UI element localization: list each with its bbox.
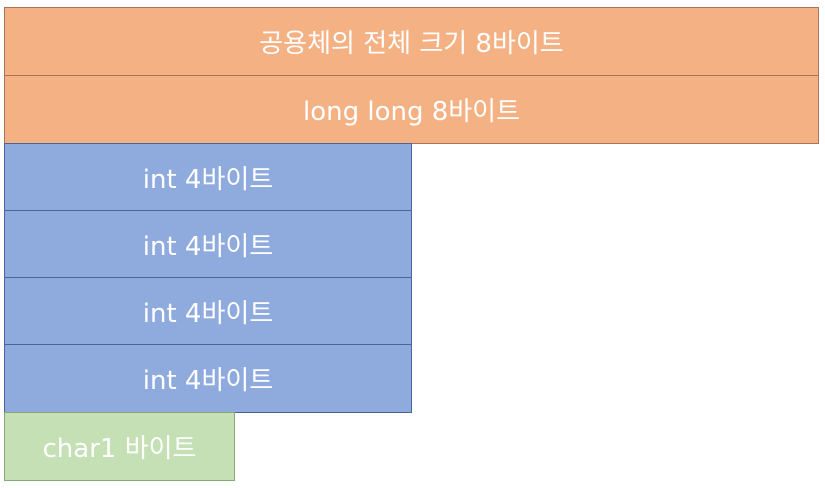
union-total-size-label: 공용체의 전체 크기 8바이트 xyxy=(259,29,564,59)
int-block: int 4바이트 xyxy=(4,210,412,278)
int-block: int 4바이트 xyxy=(4,143,412,211)
long-long-block: long long 8바이트 xyxy=(4,75,819,144)
int-label: int 4바이트 xyxy=(142,366,274,396)
int-block: int 4바이트 xyxy=(4,277,412,345)
int-block: int 4바이트 xyxy=(4,344,412,413)
int-label: int 4바이트 xyxy=(142,164,274,195)
int-label: int 4바이트 xyxy=(142,298,274,329)
long-long-label: long long 8바이트 xyxy=(302,97,521,127)
union-total-size-block: 공용체의 전체 크기 8바이트 xyxy=(4,7,819,76)
char-label: char1 바이트 xyxy=(42,434,197,464)
char-block: char1 바이트 xyxy=(4,412,235,481)
int-label: int 4바이트 xyxy=(142,231,274,262)
